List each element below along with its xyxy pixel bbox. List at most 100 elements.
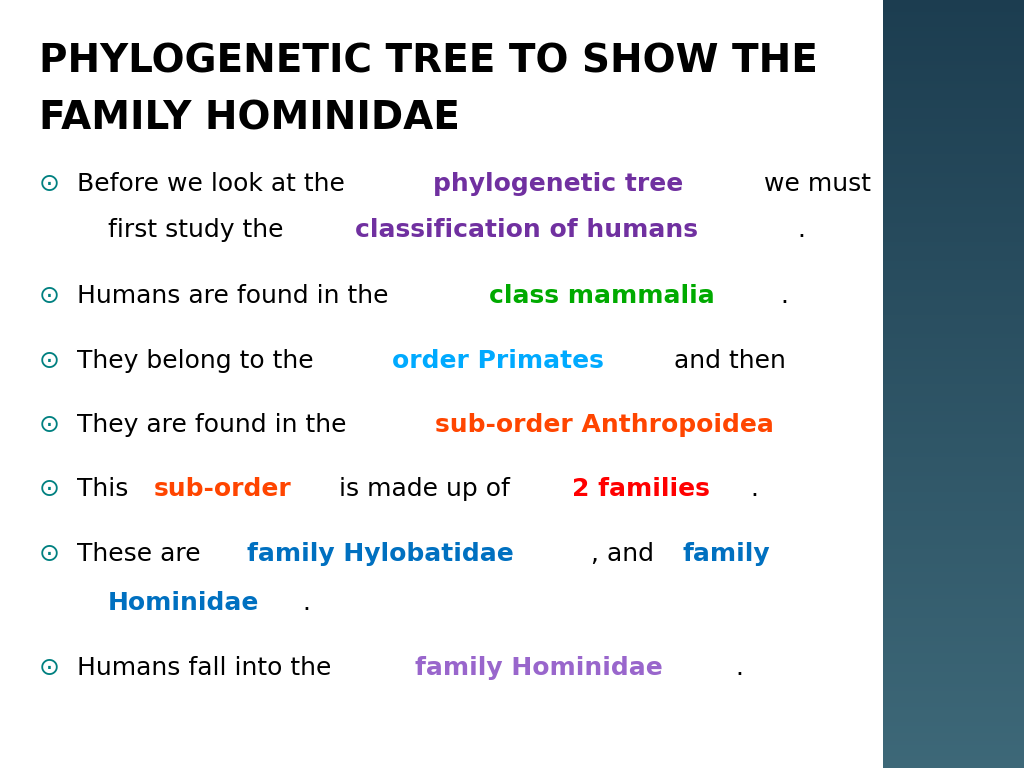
Bar: [883, 522, 1024, 526]
Bar: [883, 756, 1024, 760]
Bar: [883, 330, 1024, 334]
Bar: [883, 96, 1024, 100]
Bar: [883, 123, 1024, 127]
Bar: [883, 200, 1024, 204]
Text: .: .: [735, 656, 743, 680]
Bar: [883, 365, 1024, 369]
Bar: [883, 403, 1024, 407]
Text: These are: These are: [77, 542, 209, 567]
Bar: [883, 530, 1024, 534]
Bar: [883, 541, 1024, 545]
Bar: [883, 657, 1024, 660]
Bar: [883, 326, 1024, 330]
Bar: [883, 764, 1024, 768]
Bar: [883, 380, 1024, 384]
Bar: [883, 576, 1024, 580]
Text: They belong to the: They belong to the: [77, 349, 322, 373]
Bar: [883, 219, 1024, 223]
Text: family Hominidae: family Hominidae: [416, 656, 664, 680]
Bar: [883, 484, 1024, 488]
Bar: [883, 61, 1024, 65]
Bar: [883, 342, 1024, 346]
Bar: [883, 399, 1024, 403]
Bar: [883, 388, 1024, 392]
Bar: [883, 561, 1024, 564]
Bar: [883, 564, 1024, 568]
Bar: [883, 15, 1024, 19]
Bar: [883, 292, 1024, 296]
Bar: [883, 234, 1024, 238]
Text: class mammalia: class mammalia: [489, 283, 715, 308]
Bar: [883, 699, 1024, 703]
Bar: [883, 687, 1024, 691]
Bar: [883, 749, 1024, 753]
Bar: [883, 269, 1024, 273]
Bar: [883, 361, 1024, 365]
Bar: [883, 142, 1024, 146]
Bar: [883, 27, 1024, 31]
Bar: [883, 127, 1024, 131]
Bar: [883, 115, 1024, 119]
Bar: [883, 438, 1024, 442]
Text: Before we look at the: Before we look at the: [77, 172, 352, 197]
Bar: [883, 584, 1024, 588]
Bar: [883, 426, 1024, 430]
Bar: [883, 42, 1024, 46]
Text: and then: and then: [666, 349, 785, 373]
Bar: [883, 526, 1024, 530]
Text: They are found in the: They are found in the: [77, 412, 354, 437]
Bar: [883, 192, 1024, 196]
Bar: [883, 695, 1024, 699]
Bar: [883, 453, 1024, 457]
Bar: [883, 169, 1024, 173]
Text: ⊙: ⊙: [39, 477, 60, 502]
Bar: [883, 92, 1024, 96]
Bar: [883, 760, 1024, 764]
Bar: [883, 737, 1024, 741]
Bar: [883, 384, 1024, 388]
Bar: [883, 676, 1024, 680]
Text: order Primates: order Primates: [392, 349, 604, 373]
Bar: [883, 376, 1024, 380]
Bar: [883, 88, 1024, 92]
Text: family Hylobatidae: family Hylobatidae: [247, 542, 513, 567]
Bar: [883, 73, 1024, 77]
Bar: [883, 184, 1024, 188]
Bar: [883, 273, 1024, 276]
Bar: [883, 296, 1024, 300]
Bar: [883, 626, 1024, 630]
Bar: [883, 649, 1024, 653]
Bar: [883, 434, 1024, 438]
Text: is made up of: is made up of: [331, 477, 518, 502]
Bar: [883, 58, 1024, 61]
Bar: [883, 111, 1024, 115]
Text: phylogenetic tree: phylogenetic tree: [433, 172, 683, 197]
Text: This: This: [77, 477, 136, 502]
Bar: [883, 449, 1024, 453]
Bar: [883, 84, 1024, 88]
Bar: [883, 664, 1024, 668]
Bar: [883, 691, 1024, 695]
Bar: [883, 223, 1024, 227]
Bar: [883, 480, 1024, 484]
Bar: [883, 265, 1024, 269]
Bar: [883, 12, 1024, 15]
Bar: [883, 411, 1024, 415]
Bar: [883, 572, 1024, 576]
Bar: [883, 369, 1024, 372]
Bar: [883, 150, 1024, 154]
Bar: [883, 230, 1024, 234]
Text: .: .: [780, 283, 788, 308]
Bar: [883, 630, 1024, 634]
Bar: [883, 303, 1024, 307]
Text: sub-order: sub-order: [154, 477, 291, 502]
Text: 2 families: 2 families: [572, 477, 711, 502]
Bar: [883, 188, 1024, 192]
Bar: [883, 488, 1024, 492]
Bar: [883, 8, 1024, 12]
Bar: [883, 4, 1024, 8]
Bar: [883, 180, 1024, 184]
Bar: [883, 591, 1024, 595]
Text: , and: , and: [591, 542, 662, 567]
Text: ⊙: ⊙: [39, 412, 60, 437]
